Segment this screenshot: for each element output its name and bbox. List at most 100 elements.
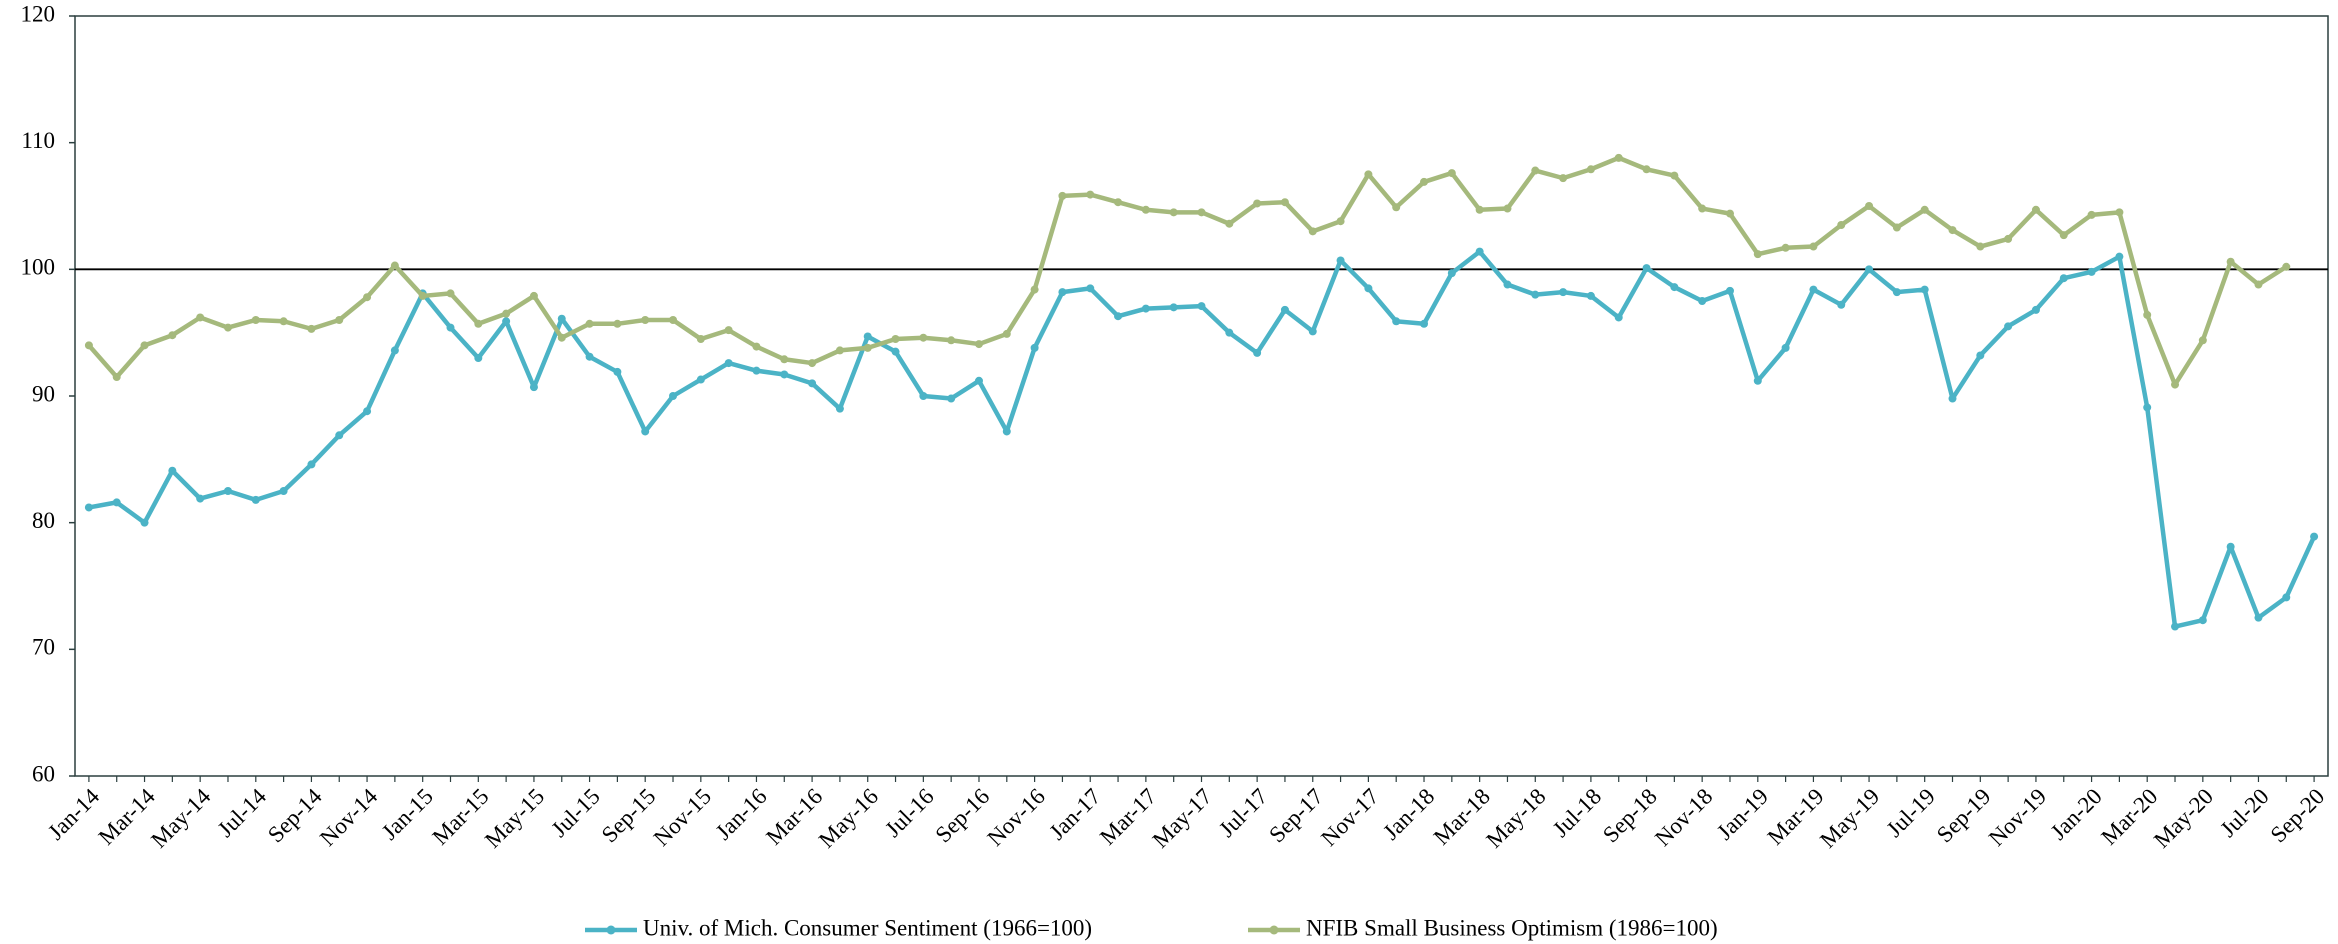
point: [780, 355, 789, 364]
point: [1364, 170, 1373, 179]
point: [112, 498, 121, 507]
point: [1725, 286, 1734, 295]
point: [1920, 285, 1929, 294]
point: [502, 309, 511, 318]
point: [974, 376, 983, 385]
point: [2171, 622, 2180, 631]
point: [2198, 336, 2207, 345]
point: [1837, 300, 1846, 309]
point: [1948, 394, 1957, 403]
point: [1559, 174, 1568, 183]
point: [1753, 250, 1762, 259]
point: [780, 370, 789, 379]
point: [1392, 203, 1401, 212]
point: [363, 293, 372, 302]
point: [891, 347, 900, 356]
point: [724, 359, 733, 368]
point: [669, 392, 678, 400]
point: [669, 316, 678, 324]
x-tick-label: Jul-16: [880, 784, 938, 842]
point: [1336, 217, 1345, 226]
x-tick-label: Jul-20: [2215, 784, 2273, 842]
point: [585, 352, 594, 361]
point: [1698, 204, 1707, 213]
point: [390, 261, 399, 270]
point: [446, 289, 455, 298]
point: [1614, 153, 1623, 162]
x-tick-label: May-15: [480, 784, 549, 853]
x-tick-label: Nov-17: [1316, 784, 1383, 851]
point: [223, 487, 232, 495]
point: [2143, 310, 2152, 319]
point: [1586, 291, 1595, 300]
point: [529, 291, 538, 300]
point: [196, 494, 205, 503]
point: [2115, 208, 2124, 217]
point: [1308, 327, 1317, 336]
x-tick-label: Nov-16: [983, 784, 1050, 851]
point: [1670, 171, 1679, 180]
point: [1253, 199, 1262, 208]
point: [1447, 269, 1456, 278]
x-tick-label: Jul-17: [1214, 784, 1272, 842]
x-tick-label: May-14: [146, 783, 216, 853]
point: [919, 333, 928, 342]
point: [1781, 243, 1790, 252]
point: [1920, 205, 1929, 214]
x-tick-label: Jan-18: [1378, 784, 1439, 845]
point: [140, 341, 149, 350]
point: [196, 313, 205, 322]
point: [502, 317, 511, 326]
y-tick-label: 120: [21, 1, 56, 26]
point: [808, 379, 817, 388]
point: [1781, 343, 1790, 352]
plot-frame: [74, 15, 2329, 777]
point: [1531, 290, 1540, 299]
x-tick-label: Sep-19: [1932, 784, 1996, 848]
point: [1308, 227, 1317, 236]
point: [919, 392, 928, 400]
point: [307, 460, 316, 469]
x-tick-label: May-19: [1815, 784, 1884, 853]
point: [863, 332, 872, 341]
x-tick-label: Jul-18: [1548, 784, 1606, 842]
point: [1586, 165, 1595, 174]
point: [1865, 202, 1874, 210]
point: [2310, 532, 2319, 541]
legend-marker: [1269, 925, 1279, 935]
point: [752, 342, 761, 351]
point: [1141, 304, 1150, 313]
point: [2059, 231, 2068, 240]
x-tick-label: Jul-14: [213, 783, 272, 842]
x-tick-label: Jan-20: [2046, 784, 2107, 845]
point: [1197, 302, 1206, 311]
point: [474, 319, 483, 328]
point: [446, 323, 455, 332]
point: [1892, 223, 1901, 232]
point: [1809, 285, 1818, 294]
point: [1753, 376, 1762, 385]
point: [418, 291, 427, 300]
x-tick-label: Jan-16: [711, 784, 772, 845]
legend-label: Univ. of Mich. Consumer Sentiment (1966=…: [643, 915, 1092, 940]
point: [1420, 177, 1429, 186]
point: [1392, 317, 1401, 326]
point: [947, 394, 956, 403]
point: [1197, 208, 1206, 217]
legend-label: NFIB Small Business Optimism (1986=100): [1306, 915, 1718, 940]
point: [2254, 280, 2263, 289]
point: [1030, 343, 1039, 352]
point: [2226, 257, 2235, 266]
x-tick-label: Jul-15: [547, 784, 605, 842]
point: [2143, 403, 2152, 412]
x-tick-label: May-16: [814, 784, 883, 853]
point: [2282, 262, 2291, 271]
point: [752, 366, 761, 375]
x-tick-label: Nov-15: [649, 784, 716, 851]
point: [1698, 297, 1707, 305]
point: [1058, 288, 1067, 297]
point: [279, 317, 288, 326]
x-tick-label: Jan-15: [377, 784, 438, 845]
point: [1086, 284, 1095, 293]
